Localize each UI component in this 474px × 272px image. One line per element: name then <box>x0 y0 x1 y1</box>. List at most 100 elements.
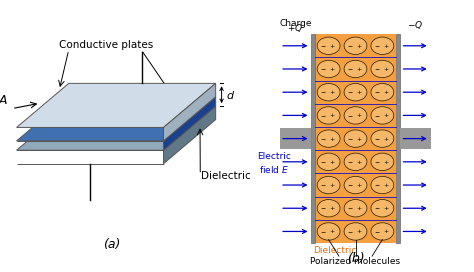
Text: (b): (b) <box>346 252 365 265</box>
Text: $+$: $+$ <box>356 112 362 119</box>
Text: $+$: $+$ <box>383 204 389 212</box>
Text: $-$: $-$ <box>320 113 327 118</box>
Bar <box>311 34 315 243</box>
Text: $+$: $+$ <box>356 65 362 73</box>
Ellipse shape <box>344 130 367 147</box>
Bar <box>315 34 396 243</box>
Text: $-$: $-$ <box>320 136 327 141</box>
Text: $+$: $+$ <box>383 112 389 119</box>
Text: $-$: $-$ <box>347 66 354 72</box>
Ellipse shape <box>344 153 367 171</box>
Ellipse shape <box>317 223 340 240</box>
Ellipse shape <box>344 37 367 54</box>
Text: $+$: $+$ <box>383 181 389 189</box>
Text: $+$: $+$ <box>356 158 362 166</box>
Bar <box>280 128 311 149</box>
Text: Charge: Charge <box>279 19 312 28</box>
Ellipse shape <box>371 130 394 147</box>
Text: (a): (a) <box>103 238 120 251</box>
Ellipse shape <box>317 37 340 54</box>
Ellipse shape <box>344 107 367 124</box>
Polygon shape <box>164 106 216 164</box>
Ellipse shape <box>371 107 394 124</box>
Text: $-$: $-$ <box>374 90 380 95</box>
Text: Conductive plates: Conductive plates <box>59 41 153 50</box>
Text: $-Q$: $-Q$ <box>407 19 424 31</box>
Text: $+$: $+$ <box>383 65 389 73</box>
Text: $+$: $+$ <box>383 158 389 166</box>
Text: $+$: $+$ <box>329 204 336 212</box>
Text: $-$: $-$ <box>320 43 327 48</box>
Text: $+$: $+$ <box>356 135 362 143</box>
Text: $+$: $+$ <box>356 204 362 212</box>
Text: $+$: $+$ <box>383 227 389 236</box>
Text: Dielectric: Dielectric <box>201 171 251 181</box>
Text: $-$: $-$ <box>374 183 380 187</box>
Text: $-$: $-$ <box>320 183 327 187</box>
Ellipse shape <box>371 60 394 78</box>
Text: $+$: $+$ <box>329 65 336 73</box>
Text: $-$: $-$ <box>374 159 380 164</box>
Ellipse shape <box>317 107 340 124</box>
Text: $-$: $-$ <box>320 159 327 164</box>
Ellipse shape <box>344 60 367 78</box>
Text: $d$: $d$ <box>226 89 235 101</box>
Text: $-$: $-$ <box>347 90 354 95</box>
Text: $-$: $-$ <box>320 229 327 234</box>
Ellipse shape <box>371 176 394 194</box>
Text: $+Q$: $+Q$ <box>287 22 304 34</box>
Text: $-$: $-$ <box>374 136 380 141</box>
Text: $+$: $+$ <box>383 42 389 50</box>
Text: $-$: $-$ <box>347 159 354 164</box>
Text: $-$: $-$ <box>347 43 354 48</box>
Text: $+$: $+$ <box>329 42 336 50</box>
Text: $+$: $+$ <box>329 227 336 236</box>
Text: $-$: $-$ <box>320 66 327 72</box>
Ellipse shape <box>344 84 367 101</box>
Ellipse shape <box>344 176 367 194</box>
Text: Electric
field $E$: Electric field $E$ <box>257 152 291 175</box>
Text: $+$: $+$ <box>356 42 362 50</box>
Text: Dielectric: Dielectric <box>313 246 356 255</box>
Text: $+$: $+$ <box>329 135 336 143</box>
Text: $+$: $+$ <box>329 88 336 96</box>
Bar <box>396 34 400 243</box>
Ellipse shape <box>371 200 394 217</box>
Ellipse shape <box>371 84 394 101</box>
Text: $-$: $-$ <box>347 183 354 187</box>
Bar <box>400 128 431 149</box>
Text: $-$: $-$ <box>374 66 380 72</box>
Text: Polarized molecules: Polarized molecules <box>310 257 401 266</box>
Text: $+$: $+$ <box>329 112 336 119</box>
Ellipse shape <box>317 130 340 147</box>
Text: $-$: $-$ <box>347 113 354 118</box>
Text: $+$: $+$ <box>356 181 362 189</box>
Text: $-$: $-$ <box>347 229 354 234</box>
Text: $-$: $-$ <box>320 206 327 211</box>
Ellipse shape <box>344 223 367 240</box>
Polygon shape <box>17 83 216 127</box>
Ellipse shape <box>371 223 394 240</box>
Ellipse shape <box>317 84 340 101</box>
Ellipse shape <box>317 60 340 78</box>
Text: $+$: $+$ <box>329 158 336 166</box>
Text: $-$: $-$ <box>374 43 380 48</box>
Ellipse shape <box>317 176 340 194</box>
Text: $-$: $-$ <box>347 136 354 141</box>
Text: $-$: $-$ <box>374 113 380 118</box>
Polygon shape <box>17 106 216 150</box>
Text: $+$: $+$ <box>356 88 362 96</box>
Text: $+$: $+$ <box>329 181 336 189</box>
Text: $-$: $-$ <box>347 206 354 211</box>
Ellipse shape <box>317 200 340 217</box>
Ellipse shape <box>344 200 367 217</box>
Ellipse shape <box>371 37 394 54</box>
Text: $A$: $A$ <box>0 94 9 107</box>
Text: $-$: $-$ <box>374 229 380 234</box>
Text: $+$: $+$ <box>383 135 389 143</box>
Text: $+$: $+$ <box>356 227 362 236</box>
Polygon shape <box>164 97 216 150</box>
Polygon shape <box>164 83 216 141</box>
Text: $+$: $+$ <box>383 88 389 96</box>
Ellipse shape <box>371 153 394 171</box>
